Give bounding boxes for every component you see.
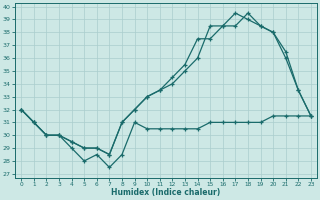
X-axis label: Humidex (Indice chaleur): Humidex (Indice chaleur) [111, 188, 221, 197]
